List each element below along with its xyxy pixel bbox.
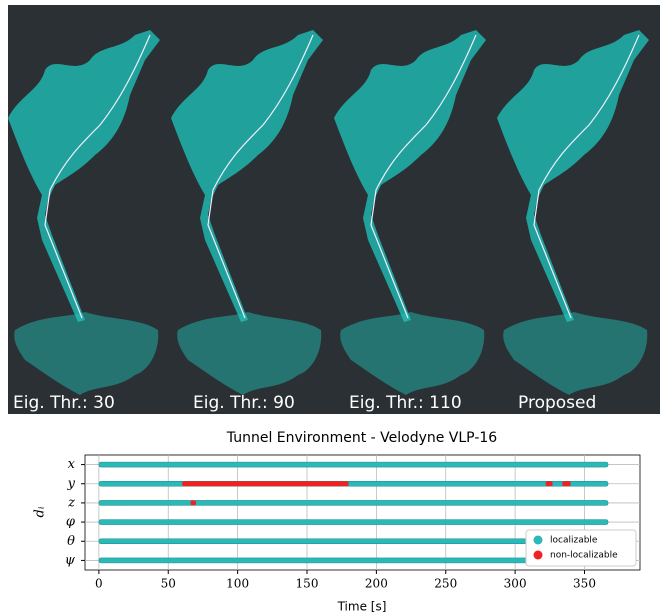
chart: Tunnel Environment - Velodyne VLP-16 Tim… — [0, 420, 665, 616]
y-tick-label: φ — [66, 515, 76, 530]
panel-label: Eig. Thr.: 30 — [13, 393, 115, 413]
segment — [99, 520, 608, 525]
x-tick-label: 50 — [161, 577, 176, 591]
legend-label: non-localizable — [550, 551, 618, 561]
segment — [182, 481, 349, 486]
x-tick-label: 150 — [296, 577, 319, 591]
legend: localizable non-localizable — [526, 530, 636, 566]
x-tick-label: 350 — [573, 577, 596, 591]
segment — [99, 481, 608, 486]
x-tick-label: 250 — [434, 577, 457, 591]
x-tick-label: 100 — [226, 577, 249, 591]
y-tick-label: ψ — [65, 553, 76, 568]
segment — [190, 500, 196, 505]
y-tick-label: θ — [67, 534, 75, 549]
x-tick-label: 300 — [504, 577, 527, 591]
point-cloud-panel: Eig. Thr.: 30 Eig. Thr.: 90 Eig. Thr.: 1… — [0, 0, 665, 420]
page: Eig. Thr.: 30 Eig. Thr.: 90 Eig. Thr.: 1… — [0, 0, 665, 616]
legend-marker — [534, 536, 543, 545]
segment — [562, 481, 570, 486]
y-tick-label: y — [67, 476, 76, 491]
y-axis-label: dᵢ — [33, 506, 48, 517]
segment — [99, 500, 608, 505]
chart-title: Tunnel Environment - Velodyne VLP-16 — [226, 430, 497, 446]
panel-label: Proposed — [518, 393, 596, 413]
panel-label: Eig. Thr.: 90 — [193, 393, 295, 413]
x-tick-label: 0 — [95, 577, 103, 591]
legend-marker — [534, 551, 543, 560]
segment — [99, 462, 608, 467]
segment — [546, 481, 553, 486]
y-tick-label: z — [67, 495, 75, 510]
x-axis-label: Time [s] — [337, 600, 387, 614]
legend-label: localizable — [550, 536, 598, 546]
panel-label: Eig. Thr.: 110 — [349, 393, 462, 413]
x-tick-label: 200 — [365, 577, 388, 591]
y-tick-label: x — [68, 457, 76, 472]
